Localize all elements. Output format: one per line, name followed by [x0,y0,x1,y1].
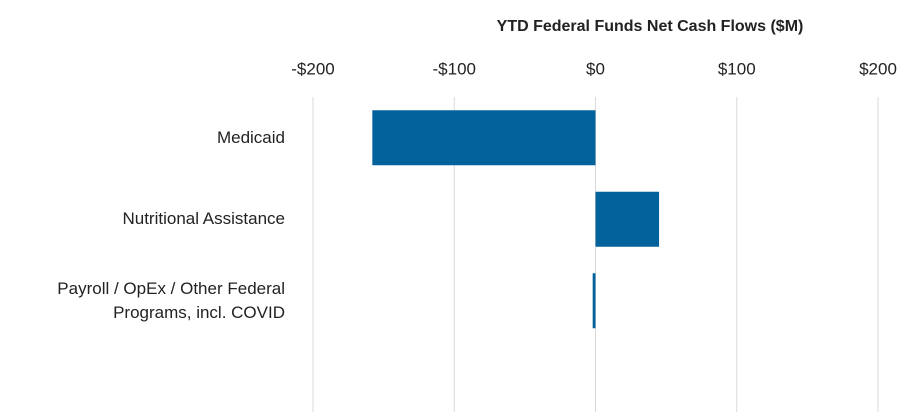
x-tick-label: -$100 [433,59,476,78]
x-tick-label: $200 [859,59,897,78]
bar [595,191,660,247]
x-tick-label: $100 [718,59,756,78]
bar [592,273,596,329]
x-tick-label: $0 [586,59,605,78]
y-tick-label: Payroll / OpEx / Other Federal Programs,… [57,278,285,322]
y-tick-label: Medicaid [216,127,285,147]
chart-title: YTD Federal Funds Net Cash Flows ($M) [497,18,804,35]
x-tick-label: -$200 [291,59,334,78]
y-tick-label: Nutritional Assistance [122,209,285,229]
bar [372,110,596,166]
